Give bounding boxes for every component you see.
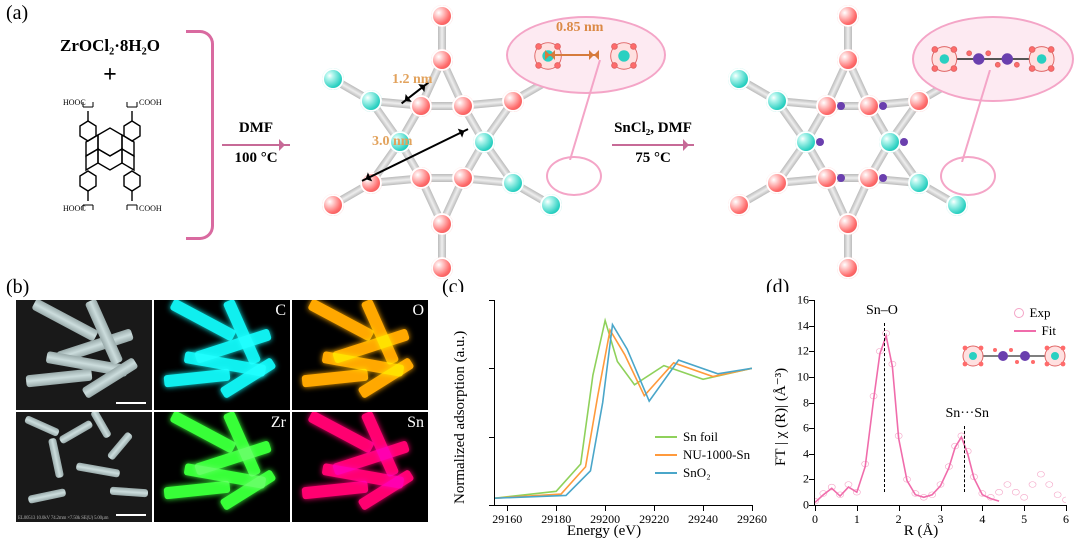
arrow1-top-label: DMF — [222, 120, 290, 137]
svg-text:COOH: COOH — [139, 204, 162, 211]
panel-label-b: (b) — [6, 276, 29, 299]
sem-high-mag — [16, 300, 152, 410]
legend-item: SnO₂ — [683, 464, 711, 482]
xanes-xlabel: Energy (eV) — [448, 523, 760, 540]
peak-label: Sn–O — [866, 303, 898, 319]
eds-label-c: C — [275, 302, 286, 320]
svg-text:COOH: COOH — [139, 98, 162, 107]
legend-exp: Exp — [1030, 304, 1051, 322]
svg-text:HOOC: HOOC — [63, 98, 86, 107]
eds-label-sn: Sn — [407, 414, 424, 432]
exafs-xlabel: R (Å) — [768, 523, 1074, 540]
eds-map-sn: Sn — [292, 412, 428, 522]
eds-map-o: O — [292, 300, 428, 410]
eds-map-c: C — [154, 300, 290, 410]
callout-source-2 — [940, 156, 996, 196]
legend-item: NU-1000-Sn — [683, 446, 750, 464]
exafs-plot: FT | χ (R)| (Å⁻³) Exp Fit — [768, 292, 1074, 542]
ligand-structure-icon: HOOC COOH HOOC COOH — [55, 91, 165, 211]
sem-low-mag: EL00513 10.0kV 74.2mm ×7.50k SE(U) 5.00µ… — [16, 412, 152, 522]
eds-map-zr: Zr — [154, 412, 290, 522]
reactants-block: ZrOCl₂·8H₂O + — [30, 36, 190, 211]
xanes-plot: Normalized adsorption (a.u.) Sn foilNU-1… — [448, 292, 760, 542]
callout-source-1 — [546, 156, 602, 196]
plus-sign: + — [30, 62, 190, 89]
sem-metadata-text: EL00513 10.0kV 74.2mm ×7.50k SE(U) 5.00µ… — [18, 516, 108, 521]
svg-text:HOOC: HOOC — [63, 204, 86, 211]
xanes-legend: Sn foilNU-1000-SnSnO₂ — [655, 428, 750, 482]
arrow2-bot-label: 75 °C — [612, 150, 694, 167]
callout-distance-arrow — [546, 54, 598, 56]
pore-large-label: 3.0 nm — [372, 134, 412, 150]
xanes-axes: Sn foilNU-1000-SnSnO₂ 291602918029200292… — [494, 300, 752, 506]
scalebar-icon — [116, 514, 146, 516]
callout2-structure-icon — [914, 18, 1072, 100]
eds-grid: C O EL00513 10.0kV 74.2mm ×7.50k SE(U) 5… — [16, 300, 428, 522]
exp-marker-icon — [1014, 308, 1024, 318]
peak-label: Sn···Sn — [946, 406, 990, 422]
arrow1-bot-label: 100 °C — [222, 150, 290, 167]
xanes-ylabel: Normalized adsorption (a.u.) — [452, 292, 469, 542]
pore-small-label: 1.2 nm — [392, 72, 432, 88]
scalebar-icon — [116, 402, 146, 404]
eds-label-zr: Zr — [271, 414, 286, 432]
reaction-arrow-1: DMF 100 °C — [222, 144, 290, 146]
callout-distance-label: 0.85 nm — [556, 20, 603, 36]
exafs-axes: Exp Fit — [814, 300, 1066, 506]
reagent-formula: ZrOCl₂·8H₂O — [30, 36, 190, 56]
bracket-icon — [186, 30, 214, 240]
exafs-inset-structure — [955, 328, 1073, 384]
figure-root: (a) (b) (c) (d) ZrOCl₂·8H₂O + — [0, 0, 1080, 556]
legend-item: Sn foil — [683, 428, 718, 446]
panel-label-a: (a) — [6, 2, 28, 25]
reaction-arrow-2: SnCl₂, DMF 75 °C — [612, 144, 694, 146]
arrow2-top-label: SnCl₂, DMF — [612, 120, 694, 137]
callout-ellipse-2 — [912, 16, 1074, 102]
eds-label-o: O — [412, 302, 424, 320]
